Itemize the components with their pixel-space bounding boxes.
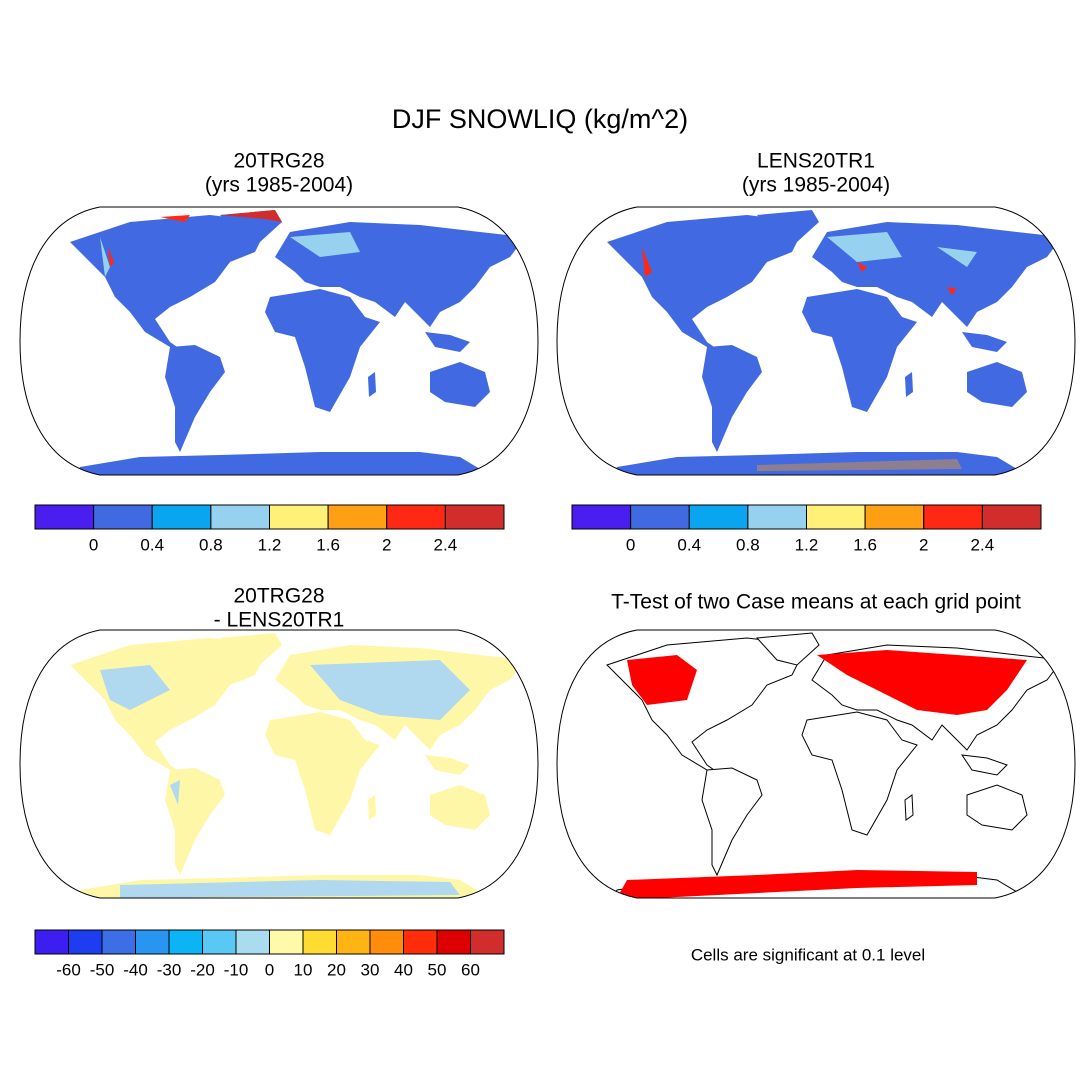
panel-title: LENS20TR1	[757, 150, 875, 173]
panel-title: (yrs 1985-2004)	[205, 174, 353, 197]
colorbar-box	[981, 504, 1042, 530]
colorbar-box	[369, 929, 404, 955]
colorbar-box	[923, 504, 983, 530]
colorbar-label: -50	[90, 960, 115, 979]
colorbar-box	[806, 504, 866, 530]
colorbar-box	[235, 929, 270, 955]
colorbar-box	[327, 504, 388, 530]
colorbar-box	[269, 504, 329, 530]
colorbar-label: 2	[919, 535, 928, 554]
map-panel-4	[556, 629, 1076, 899]
panel-title: 20TRG28	[233, 150, 324, 173]
map-panel-2	[556, 206, 1076, 476]
colorbar-label: 40	[394, 960, 413, 979]
colorbar-label: 1.6	[853, 535, 877, 554]
colorbar-box	[444, 504, 505, 530]
colorbar-box	[151, 504, 212, 530]
colorbar-label: 0.8	[736, 535, 760, 554]
colorbar-box	[68, 929, 103, 955]
colorbar-box	[93, 504, 153, 530]
colorbar-label: -30	[157, 960, 182, 979]
colorbar-label: 1.6	[316, 535, 340, 554]
colorbar-box	[168, 929, 203, 955]
colorbar-label: -20	[190, 960, 215, 979]
colorbar-box	[34, 504, 95, 530]
note: Cells are significant at 0.1 level	[691, 945, 925, 964]
colorbar-box	[470, 929, 505, 955]
colorbar-box	[101, 929, 136, 955]
colorbar-label: 2.4	[971, 535, 995, 554]
panel-title: 20TRG28	[233, 585, 324, 608]
colorbar-box	[630, 504, 690, 530]
colorbar-label: 60	[461, 960, 480, 979]
colorbar-box	[269, 929, 304, 955]
panel-title: - LENS20TR1	[214, 609, 345, 632]
colorbar-box	[34, 929, 69, 955]
colorbar-label: 0	[265, 960, 274, 979]
colorbar-label: 0.8	[199, 535, 223, 554]
colorbar-box	[336, 929, 371, 955]
colorbar-label: 2.4	[434, 535, 458, 554]
colorbar-label: 50	[428, 960, 447, 979]
colorbar-box	[302, 929, 337, 955]
colorbar-label: 0	[89, 535, 98, 554]
colorbar-label: 10	[294, 960, 313, 979]
panel-title: (yrs 1985-2004)	[742, 174, 890, 197]
colorbar-label: 1.2	[795, 535, 819, 554]
colorbar-box	[403, 929, 438, 955]
colorbar-label: 1.2	[258, 535, 282, 554]
colorbar-label: 20	[327, 960, 346, 979]
colorbar-box	[688, 504, 749, 530]
panel-title: T-Test of two Case means at each grid po…	[611, 591, 1021, 614]
colorbar-box	[864, 504, 925, 530]
colorbar-label: 0	[626, 535, 635, 554]
colorbar-box	[386, 504, 446, 530]
colorbar-label: -10	[224, 960, 249, 979]
colorbar-label: 30	[361, 960, 380, 979]
colorbar-box	[571, 504, 632, 530]
map-panel-3	[19, 629, 539, 899]
colorbar-box	[747, 504, 807, 530]
figure-title: DJF SNOWLIQ (kg/m^2)	[392, 104, 688, 134]
colorbar-box	[135, 929, 170, 955]
colorbar-label: -60	[56, 960, 81, 979]
colorbar-box	[210, 504, 270, 530]
colorbar-label: 0.4	[677, 535, 701, 554]
colorbar-label: 2	[382, 535, 391, 554]
colorbar-box	[202, 929, 237, 955]
colorbar-label: 0.4	[140, 535, 164, 554]
colorbar-box	[436, 929, 471, 955]
map-panel-1	[19, 206, 539, 476]
colorbar-label: -40	[123, 960, 148, 979]
